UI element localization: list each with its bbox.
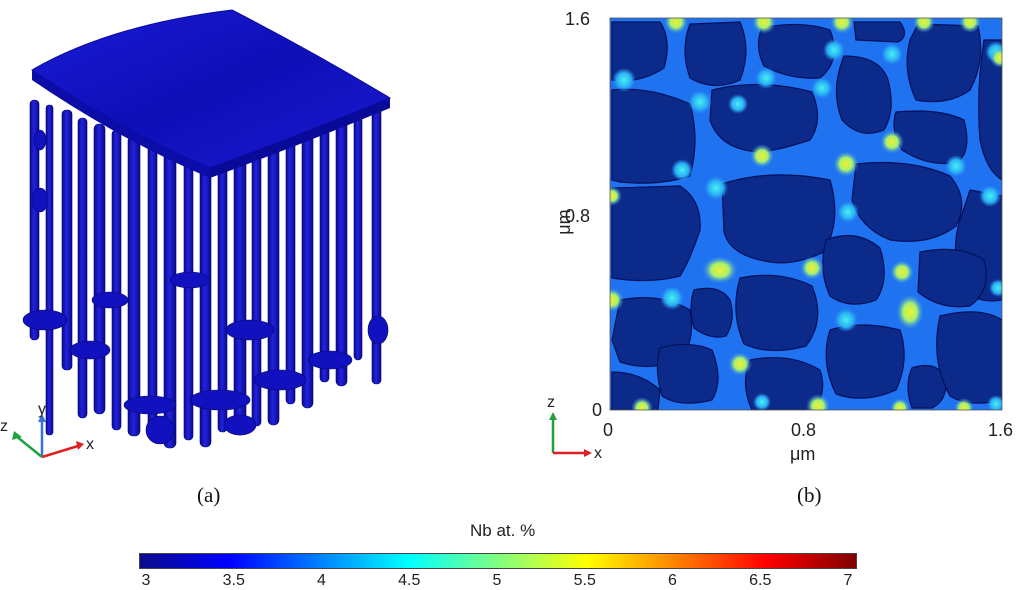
y-tick-0: 0 — [592, 400, 602, 420]
caption-b: (b) — [797, 483, 822, 507]
colorbar-tick-label: 4 — [317, 572, 326, 589]
y-tick-1-6: 1.6 — [565, 9, 590, 29]
x-tick-1-6: 1.6 — [988, 420, 1013, 440]
y-axis-label: μm — [554, 209, 574, 234]
y-tick-0-8: 0.8 — [565, 206, 590, 226]
colorbar-tick-label: 3 — [141, 572, 151, 589]
caption-a: (a) — [197, 483, 221, 507]
triad-b-x-label: x — [594, 445, 602, 462]
triad-b-z-label: z — [547, 394, 555, 411]
axis-triad-b: z x — [547, 394, 602, 462]
triad-y-label: y — [38, 401, 46, 418]
colorbar-title: Nb at. % — [470, 521, 536, 540]
colorbar-tick-label: 3.5 — [222, 572, 245, 589]
colorbar-tick-label: 5.5 — [573, 572, 596, 589]
x-axis-label: μm — [790, 444, 815, 464]
colorbar-gradient — [139, 553, 857, 569]
axis-triad-a: y x z — [0, 401, 94, 459]
colorbar-tick-label: 4.5 — [398, 572, 421, 589]
colorbar-tick-label: 6 — [668, 572, 677, 589]
concentration-map — [610, 18, 1002, 410]
triad-x-label: x — [86, 436, 94, 453]
triad-z-label: z — [0, 418, 8, 435]
x-tick-0-8: 0.8 — [791, 420, 816, 440]
colorbar-tick-label: 6.5 — [749, 572, 772, 589]
colorbar-tick-label: 7 — [843, 572, 853, 589]
colorbar-tick-label: 5 — [492, 572, 502, 589]
x-tick-0: 0 — [603, 420, 613, 440]
